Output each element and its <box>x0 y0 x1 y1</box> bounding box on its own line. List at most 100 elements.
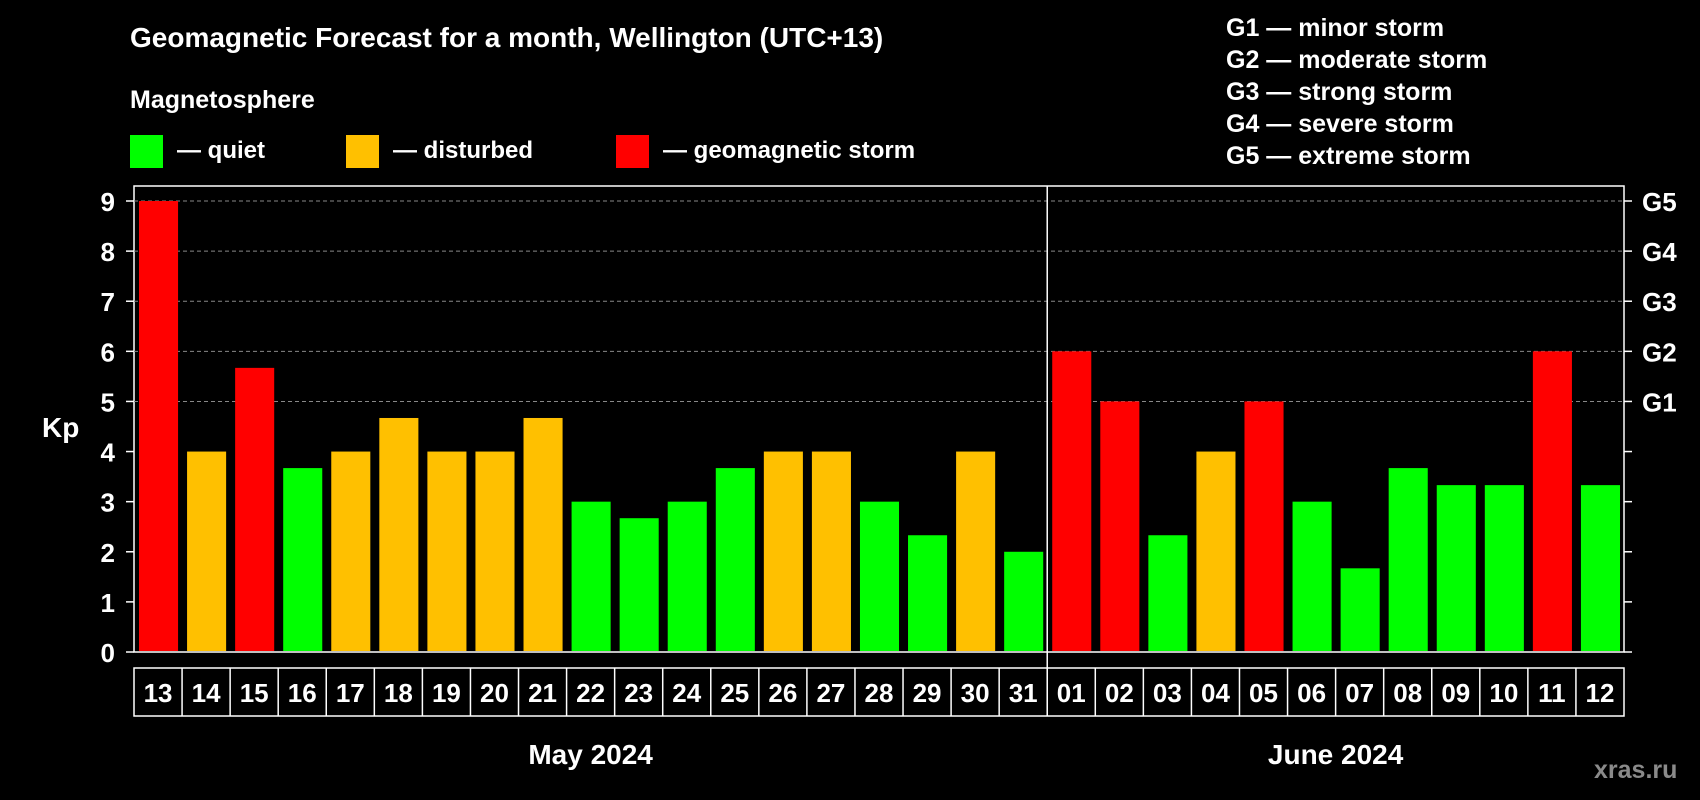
y-tick-label: 3 <box>101 488 115 518</box>
y-tick-label: 9 <box>101 187 115 217</box>
legend-item-disturbed: — disturbed <box>346 134 533 168</box>
legend-swatch-quiet <box>130 134 163 168</box>
month-label-1: June 2024 <box>1268 739 1404 770</box>
bar-21 <box>523 417 563 651</box>
bar-31 <box>1004 551 1044 651</box>
y-tick-label: 8 <box>101 237 115 267</box>
g-scale-g4: G4 — severe storm <box>1226 110 1454 138</box>
bar-11 <box>1532 351 1572 651</box>
bar-28 <box>859 501 900 651</box>
bar-25 <box>715 468 755 651</box>
bar-15 <box>235 367 275 651</box>
x-tick-label: 03 <box>1153 678 1182 708</box>
bar-27 <box>811 451 851 651</box>
g-tick-label: G3 <box>1642 287 1677 317</box>
x-tick-label: 16 <box>288 678 317 708</box>
y-tick-label: 7 <box>101 287 115 317</box>
x-tick-label: 06 <box>1297 678 1326 708</box>
x-tick-label: 02 <box>1105 678 1134 708</box>
legend-label-disturbed: — disturbed <box>393 137 534 164</box>
bar-17 <box>331 451 371 651</box>
x-tick-label: 12 <box>1586 678 1615 708</box>
x-tick-label: 09 <box>1441 678 1470 708</box>
bar-30 <box>956 451 996 651</box>
legend-item-storm: — geomagnetic storm <box>616 134 915 168</box>
x-tick-label: 17 <box>336 678 365 708</box>
legend-swatch-disturbed <box>346 134 379 168</box>
bar-29 <box>908 535 948 651</box>
bar-24 <box>667 501 707 651</box>
bar-14 <box>187 451 227 651</box>
x-tick-label: 27 <box>816 678 845 708</box>
bar-12 <box>1580 485 1620 651</box>
x-tick-label: 30 <box>961 678 990 708</box>
plot-frame <box>133 185 1625 653</box>
x-tick-label: 24 <box>672 678 701 708</box>
legend-swatch-storm <box>616 134 649 168</box>
legend-label-storm: — geomagnetic storm <box>663 137 916 164</box>
x-tick-label: 10 <box>1489 678 1518 708</box>
bar-05 <box>1244 401 1284 651</box>
x-tick-label: 25 <box>720 678 749 708</box>
chart-title: Geomagnetic Forecast for a month, Wellin… <box>130 22 884 53</box>
x-tick-label: 31 <box>1009 678 1038 708</box>
bar-04 <box>1196 451 1236 651</box>
x-tick-label: 28 <box>865 678 894 708</box>
month-label-0: May 2024 <box>528 739 653 770</box>
bar-18 <box>379 417 419 651</box>
x-tick-label: 04 <box>1201 678 1230 708</box>
bar-23 <box>619 518 659 651</box>
bar-19 <box>427 451 467 651</box>
g-tick-label: G5 <box>1642 187 1677 217</box>
x-tick-label: 13 <box>144 678 173 708</box>
x-tick-label: 21 <box>528 678 557 708</box>
x-tick-label: 01 <box>1057 678 1086 708</box>
y-tick-label: 4 <box>101 438 116 468</box>
bar-01 <box>1052 351 1092 651</box>
bar-03 <box>1148 535 1188 651</box>
x-tick-label: 20 <box>480 678 509 708</box>
y-tick-label: 6 <box>101 337 115 367</box>
legend-label-quiet: — quiet <box>177 137 265 164</box>
x-tick-label: 26 <box>768 678 797 708</box>
g-scale-g3: G3 — strong storm <box>1226 78 1453 106</box>
bar-09 <box>1436 485 1476 651</box>
category-row <box>133 667 1625 717</box>
bar-22 <box>571 501 611 651</box>
x-tick-label: 29 <box>913 678 942 708</box>
x-tick-label: 22 <box>576 678 605 708</box>
x-tick-label: 23 <box>624 678 653 708</box>
x-tick-label: 19 <box>432 678 461 708</box>
g-scale-g2: G2 — moderate storm <box>1226 46 1488 74</box>
y-tick-label: 1 <box>101 588 115 618</box>
x-tick-label: 11 <box>1538 678 1566 708</box>
g-scale-g5: G5 — extreme storm <box>1226 142 1471 170</box>
legend-item-quiet: — quiet <box>130 134 265 168</box>
bar-10 <box>1484 485 1524 651</box>
x-tick-label: 05 <box>1249 678 1278 708</box>
bar-06 <box>1292 501 1332 651</box>
g-tick-label: G4 <box>1642 237 1677 267</box>
x-tick-label: 18 <box>384 678 413 708</box>
x-tick-label: 15 <box>240 678 269 708</box>
bar-20 <box>475 451 515 651</box>
bar-13 <box>139 201 179 651</box>
x-tick-label: 08 <box>1393 678 1422 708</box>
watermark: xras.ru <box>1594 756 1678 784</box>
bar-07 <box>1340 568 1380 651</box>
x-tick-label: 07 <box>1345 678 1374 708</box>
bar-26 <box>763 451 803 651</box>
bar-08 <box>1388 468 1428 651</box>
y-axis-label: Kp <box>42 412 79 443</box>
legend-title: Magnetosphere <box>130 86 315 114</box>
y-tick-label: 5 <box>101 387 115 417</box>
g-scale-legend: G1 — minor storm G2 — moderate storm G3 … <box>1226 12 1487 172</box>
y-tick-label: 0 <box>101 638 115 668</box>
bar-02 <box>1100 401 1140 651</box>
y-tick-label: 2 <box>101 538 115 568</box>
g-tick-label: G1 <box>1642 387 1677 417</box>
g-tick-label: G2 <box>1642 337 1677 367</box>
x-tick-label: 14 <box>192 678 221 708</box>
g-scale-g1: G1 — minor storm <box>1226 14 1445 42</box>
